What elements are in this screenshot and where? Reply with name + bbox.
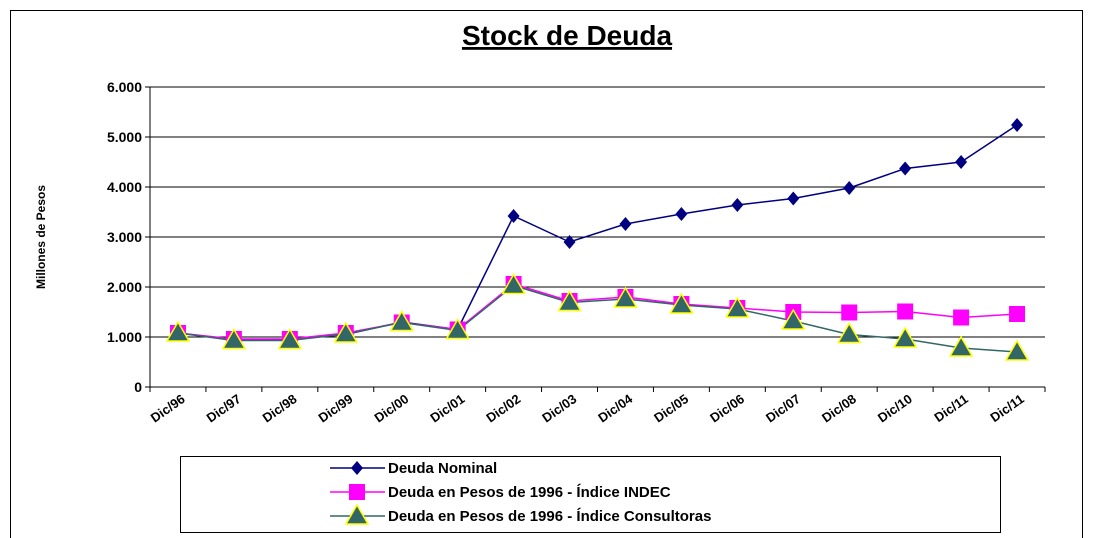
data-point	[669, 292, 694, 314]
data-point	[841, 304, 858, 321]
y-tick-label: 0	[134, 379, 142, 395]
data-point	[731, 198, 744, 212]
y-tick-label: 3.000	[107, 229, 142, 245]
data-point	[619, 217, 632, 231]
legend-marker	[349, 484, 365, 500]
data-point	[787, 191, 800, 206]
chart-title: Stock de Deuda	[462, 20, 672, 51]
y-tick-label: 6.000	[107, 79, 142, 95]
legend-box	[180, 456, 1001, 533]
data-point	[675, 207, 688, 221]
data-point	[221, 328, 247, 350]
data-point	[953, 309, 970, 326]
data-point	[445, 318, 470, 340]
legend-label: Deuda en Pesos de 1996 - Índice Consulto…	[388, 508, 711, 525]
data-point	[165, 320, 191, 342]
y-axis-label: Millones de Pesos	[34, 185, 48, 289]
data-point	[897, 303, 914, 320]
series-line	[177, 283, 1018, 340]
legend-label: Deuda Nominal	[388, 460, 497, 477]
data-point	[899, 161, 912, 176]
data-point	[725, 296, 750, 318]
data-point	[843, 181, 856, 195]
data-point	[613, 286, 638, 308]
series-line	[177, 284, 1018, 353]
data-point	[277, 328, 303, 350]
data-point	[1009, 306, 1026, 322]
data-point	[955, 155, 968, 169]
legend-marker	[344, 503, 370, 525]
data-point	[836, 322, 862, 344]
data-point	[563, 235, 576, 249]
data-point	[948, 335, 974, 357]
data-point	[507, 209, 520, 223]
legend-label: Deuda en Pesos de 1996 - Índice INDEC	[388, 484, 671, 501]
data-point	[1004, 339, 1030, 361]
y-tick-label: 5.000	[107, 129, 142, 145]
y-tick-label: 1.000	[107, 329, 142, 345]
legend-marker	[351, 461, 363, 475]
data-point	[1011, 118, 1024, 132]
data-point	[501, 273, 526, 295]
y-tick-label: 4.000	[107, 179, 142, 195]
data-point	[389, 310, 415, 332]
data-point	[557, 290, 582, 312]
data-point	[333, 321, 359, 343]
y-tick-label: 2.000	[107, 279, 142, 295]
data-point	[892, 326, 918, 348]
chart-frame	[10, 10, 1083, 538]
data-point	[780, 308, 806, 330]
